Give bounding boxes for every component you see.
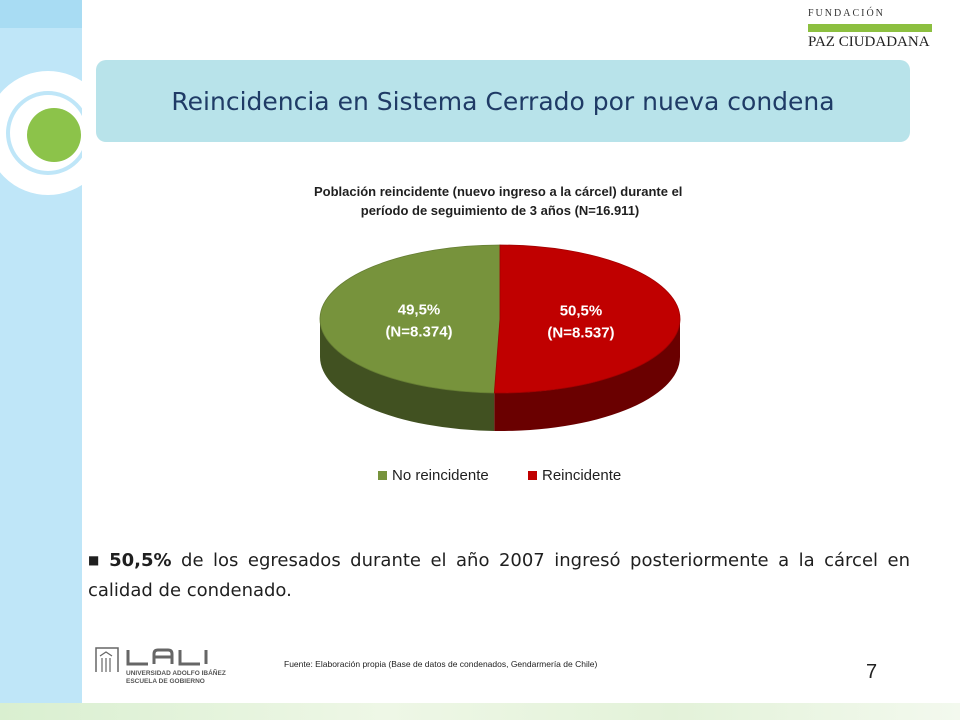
legend-swatch-0 bbox=[378, 471, 387, 480]
pie-group: 49,5% (N=8.374) 50,5% (N=8.537) bbox=[319, 244, 681, 431]
page-number: 7 bbox=[866, 661, 878, 683]
ual-logo: UNIVERSIDAD ADOLFO IBÁÑEZ ESCUELA DE GOB… bbox=[94, 646, 234, 690]
pie-side-no-reincidente bbox=[320, 319, 495, 431]
bullet-body: de los egresados durante el año 2007 ing… bbox=[88, 550, 910, 601]
slice-label-0: 49,5% (N=8.374) bbox=[385, 302, 452, 341]
pie-side-reincidente bbox=[494, 319, 680, 431]
legend-swatch-1 bbox=[528, 471, 537, 480]
slide-title: Reincidencia en Sistema Cerrado por nuev… bbox=[171, 86, 835, 116]
chart-title-line-2: período de seguimiento de 3 años (N=16.9… bbox=[361, 203, 640, 218]
bullet-text: ■ 50,5% de los egresados durante el año 2… bbox=[88, 545, 910, 606]
chart-title-line-1: Población reincidente (nuevo ingreso a l… bbox=[314, 184, 682, 199]
title-box: Reincidencia en Sistema Cerrado por nuev… bbox=[96, 60, 910, 142]
brand-bar bbox=[808, 24, 932, 32]
bullet-highlight: 50,5% bbox=[109, 550, 172, 571]
legend-label-0: No reincidente bbox=[392, 467, 489, 484]
ual-mark-icon bbox=[95, 647, 208, 672]
bullet-marker-icon: ■ bbox=[88, 553, 104, 567]
sidebar-top-band bbox=[0, 0, 82, 28]
ual-line-2: ESCUELA DE GOBIERNO bbox=[126, 678, 205, 685]
pie-slice-reincidente bbox=[493, 244, 681, 394]
source-note: Fuente: Elaboración propia (Base de dato… bbox=[284, 659, 598, 669]
ual-name: UNIVERSIDAD ADOLFO IBÁÑEZ ESCUELA DE GOB… bbox=[126, 670, 226, 686]
chart-title: Población reincidente (nuevo ingreso a l… bbox=[314, 184, 686, 218]
bottom-strip bbox=[0, 703, 960, 720]
brand-line-2: PAZ CIUDADANA bbox=[808, 34, 930, 50]
pie-slice-no-reincidente bbox=[319, 244, 501, 394]
legend-label-1: Reincidente bbox=[542, 467, 621, 484]
ual-line-1: UNIVERSIDAD ADOLFO IBÁÑEZ bbox=[126, 670, 226, 677]
brand-line-1: FUNDACIÓN bbox=[808, 8, 885, 19]
slice-label-1: 50,5% (N=8.537) bbox=[547, 302, 614, 341]
pie-chart: Población reincidente (nuevo ingreso a l… bbox=[314, 184, 686, 484]
legend: No reincidente Reincidente bbox=[378, 467, 621, 484]
